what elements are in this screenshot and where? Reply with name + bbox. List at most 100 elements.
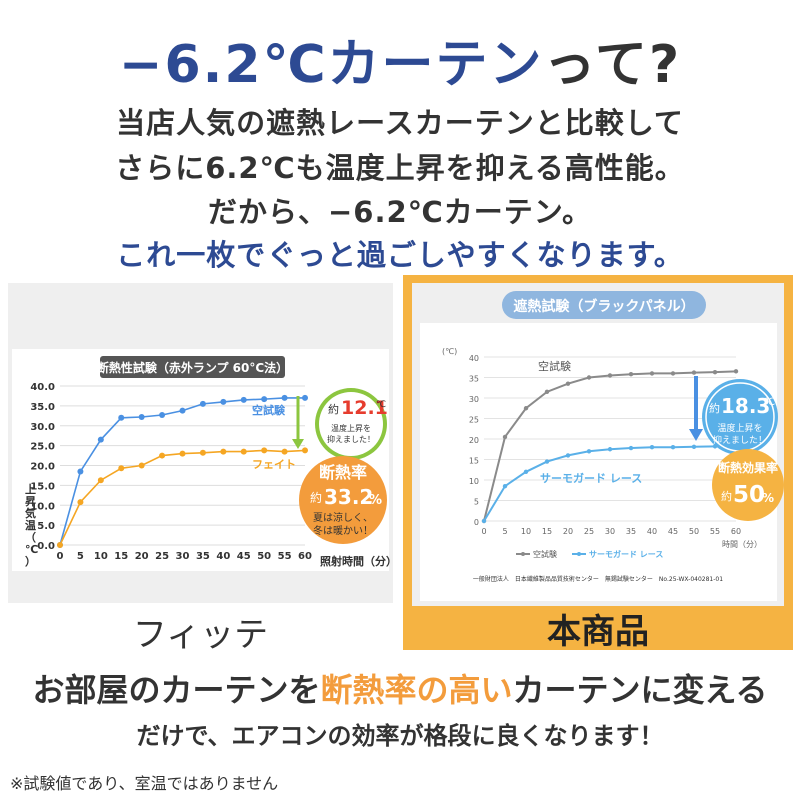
page-title: −6.2℃カーテンって?: [0, 22, 800, 97]
data-point: [586, 449, 592, 454]
left-chart-title: 断熱性試験（赤外ランプ 60°C法）: [97, 360, 288, 375]
x-tick-label: 50: [257, 551, 271, 562]
left-diff-value: 12.1: [341, 397, 388, 419]
y-tick-label: 5.0: [37, 521, 55, 532]
y-tick-label: 15: [469, 457, 479, 466]
bottom-line-1-highlight: 断熱率の高い: [320, 671, 513, 709]
x-tick-label: 45: [237, 551, 251, 562]
y-tick-label: 40.0: [30, 382, 55, 393]
left-diff-badge-inner: [319, 392, 383, 456]
data-point: [261, 447, 268, 454]
y-tick-label: 20.0: [30, 462, 55, 473]
y-tick-label: 10: [469, 477, 479, 486]
right-caption: 本商品: [547, 612, 649, 652]
right-legend-dot-blank: [521, 552, 525, 556]
data-point: [199, 449, 206, 456]
y-tick-label: 20: [469, 436, 479, 445]
x-tick-label: 35: [196, 551, 210, 562]
left-chart-grid: [60, 385, 305, 546]
data-point: [302, 447, 308, 454]
right-diff-note-2: 抑えました！: [713, 434, 767, 446]
x-tick-label: 45: [668, 527, 678, 536]
bottom-line-1-a: お部屋のカーテンを: [32, 671, 321, 709]
data-point: [628, 445, 634, 451]
y-tick-label: 30.0: [30, 422, 55, 433]
right-rate-title: 断熱効果率: [718, 460, 778, 475]
data-point: [118, 465, 125, 472]
right-legend-thermo: サーモガード レース: [589, 549, 663, 559]
data-point: [586, 375, 592, 380]
left-rate-unit: %: [369, 493, 382, 508]
data-point: [220, 398, 227, 405]
x-tick-label: 40: [216, 551, 230, 562]
y-tick-label: 0: [474, 518, 479, 527]
data-point: [57, 542, 63, 548]
data-point: [481, 518, 487, 524]
data-point: [159, 412, 166, 419]
x-tick-label: 0: [481, 527, 486, 536]
data-point: [691, 370, 697, 375]
x-tick-label: 15: [542, 527, 552, 536]
right-legend-blank: 空試験: [533, 549, 557, 559]
left-chart-xlabel: 照射時間（分）: [320, 554, 393, 568]
x-tick-label: 25: [155, 551, 169, 562]
x-tick-label: 20: [135, 551, 149, 562]
data-point: [302, 394, 308, 401]
bottom-line-1: お部屋のカーテンを断熱率の高いカーテンに変える: [0, 665, 800, 711]
bottom-line-1-c: カーテンに変える: [512, 671, 768, 709]
data-point: [281, 448, 288, 455]
data-point: [118, 414, 125, 421]
right-chart-xlabel: 時間（分）: [722, 540, 762, 549]
data-point: [733, 369, 739, 374]
right-chart-title: 遮熱試験（ブラックパネル）: [513, 298, 694, 315]
title-question: って?: [543, 35, 682, 95]
left-rate-note-2: 冬は暖かい！: [313, 524, 373, 537]
y-tick-label: 15.0: [30, 481, 55, 492]
y-tick-label: 0.0: [37, 541, 55, 552]
data-point: [691, 444, 697, 449]
x-tick-label: 5: [502, 527, 507, 536]
left-chart-ylabel: 上昇気温（℃）: [25, 482, 38, 568]
x-tick-label: 0: [57, 551, 64, 562]
right-chart-unit: (℃): [442, 347, 457, 356]
right-rate-prefix: 約: [721, 489, 732, 503]
right-diff-value: 18.3: [721, 394, 770, 418]
x-tick-label: 20: [563, 527, 573, 536]
left-diff-note-1: 温度上昇を: [331, 423, 371, 433]
left-rate-badge: [299, 456, 387, 544]
x-tick-label: 40: [647, 527, 657, 536]
left-diff-arrow-head: [292, 439, 304, 449]
x-tick-label: 30: [176, 551, 190, 562]
left-chart-title-box: [100, 356, 285, 378]
data-point: [649, 445, 655, 450]
x-tick-label: 55: [710, 527, 720, 536]
data-point: [607, 373, 613, 378]
left-caption: フィッテ: [132, 615, 269, 655]
data-point: [159, 452, 166, 459]
x-tick-label: 60: [298, 551, 312, 562]
data-point: [240, 396, 247, 403]
data-point: [523, 406, 529, 411]
right-rate-unit: %: [762, 491, 774, 505]
data-point: [712, 369, 718, 375]
left-chart: 断熱性試験（赤外ランプ 60°C法） 0.0 5.0 10.0 15.0 20.0 25.…: [12, 349, 393, 571]
left-diff-note-2: 抑えました！: [327, 434, 375, 444]
data-point: [138, 462, 145, 469]
data-point: [565, 381, 571, 386]
lead-line-1: 当店人気の遮熱レースカーテンと比較して: [116, 106, 684, 140]
bottom-line-2: だけで、エアコンの効率が格段に良くなります！: [136, 722, 664, 750]
data-point: [77, 499, 84, 506]
x-tick-label: 55: [278, 551, 292, 562]
left-diff-unit: ℃: [376, 400, 386, 410]
y-tick-label: 30: [469, 395, 479, 404]
x-tick-label: 25: [584, 527, 594, 536]
right-chart: 遮熱試験（ブラックパネル） (℃) 0 5 10 15 20 25 30 35 40 0 5 10 1…: [420, 291, 784, 601]
data-point: [179, 407, 186, 414]
data-point: [281, 394, 288, 401]
data-point: [649, 371, 655, 376]
x-tick-label: 10: [94, 551, 108, 562]
x-tick-label: 30: [605, 527, 615, 536]
data-point: [179, 450, 186, 457]
lead-line-4: これ一枚でぐっと過ごしやすくなります。: [116, 238, 684, 272]
data-point: [261, 396, 268, 403]
